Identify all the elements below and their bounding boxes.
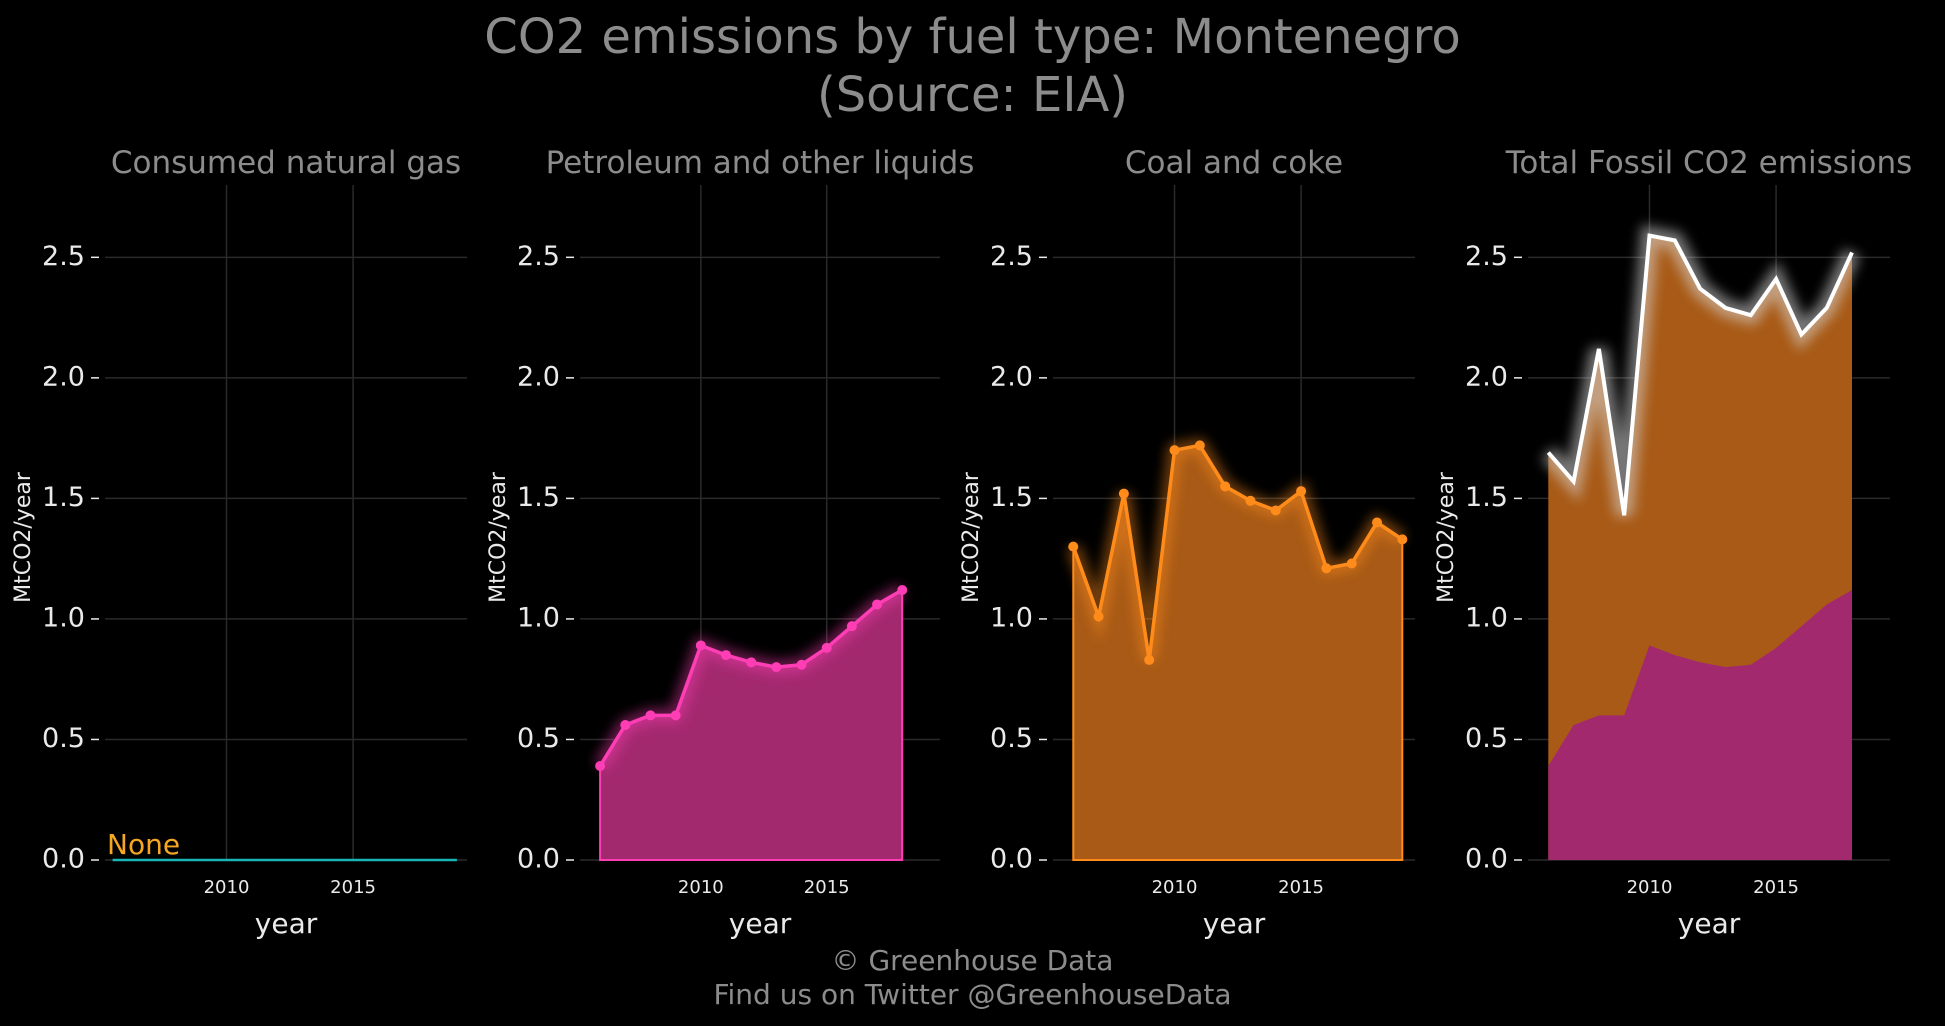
- x-axis-label: year: [729, 907, 792, 940]
- y-tick-label: 0.5: [42, 723, 85, 754]
- data-point-petroleum: [746, 657, 757, 668]
- data-point-coal: [1321, 563, 1332, 574]
- y-tick-label: 1.0: [42, 602, 85, 633]
- y-tick-label: 1.0: [990, 602, 1033, 633]
- y-tick-label: 0.5: [517, 723, 560, 754]
- y-tick-label: 0.0: [517, 844, 560, 875]
- data-point-petroleum: [620, 720, 631, 730]
- data-point-coal: [1169, 445, 1180, 456]
- data-point-petroleum: [595, 760, 606, 771]
- data-point-petroleum: [846, 621, 857, 632]
- area-fill-petroleum-stack: [1548, 590, 1852, 860]
- y-axis-label: MtCO2/year: [959, 471, 984, 603]
- y-tick-label: 0.5: [990, 723, 1033, 754]
- y-tick-label: 0.0: [1465, 844, 1508, 875]
- y-tick-label: 1.0: [1465, 602, 1508, 633]
- x-tick-label: 2010: [1152, 877, 1198, 898]
- y-tick-label: 2.0: [990, 361, 1033, 392]
- y-tick-label: 2.0: [42, 361, 85, 392]
- data-point-coal: [1346, 558, 1357, 569]
- y-axis-label: MtCO2/year: [1434, 471, 1459, 603]
- y-tick-label: 1.5: [1465, 482, 1508, 513]
- data-point-petroleum: [821, 642, 832, 653]
- data-point-coal: [1194, 440, 1205, 451]
- data-point-coal: [1093, 611, 1104, 622]
- title-line-2: (Source: EIA): [816, 67, 1129, 123]
- y-tick-label: 0.0: [42, 844, 85, 875]
- panel-title-natural-gas: Consumed natural gas: [111, 145, 461, 181]
- data-point-coal: [1397, 534, 1408, 545]
- x-axis-label: year: [255, 907, 318, 940]
- x-tick-label: 2015: [804, 877, 850, 898]
- y-tick-label: 2.5: [517, 241, 560, 272]
- data-point-petroleum: [645, 710, 656, 721]
- y-axis-label: MtCO2/year: [11, 471, 36, 603]
- x-tick-label: 2015: [330, 877, 376, 898]
- footer: © Greenhouse Data Find us on Twitter @Gr…: [0, 944, 1945, 1012]
- y-tick-label: 1.5: [42, 482, 85, 513]
- x-tick-label: 2015: [1278, 877, 1324, 898]
- panel-title-petroleum: Petroleum and other liquids: [546, 145, 975, 181]
- data-point-coal: [1245, 495, 1256, 506]
- title-line-1: CO2 emissions by fuel type: Montenegro: [484, 9, 1461, 65]
- data-point-coal: [1144, 654, 1155, 665]
- y-tick-label: 2.5: [1465, 241, 1508, 272]
- panel-title-coal: Coal and coke: [1125, 145, 1343, 181]
- data-point-coal: [1220, 481, 1231, 492]
- y-tick-label: 2.0: [1465, 361, 1508, 392]
- twitter-text: Find us on Twitter @GreenhouseData: [713, 978, 1232, 1011]
- data-point-coal: [1270, 505, 1281, 516]
- y-axis-label: MtCO2/year: [486, 471, 511, 603]
- y-tick-label: 1.5: [517, 482, 560, 513]
- data-point-coal: [1372, 517, 1383, 528]
- data-point-petroleum: [771, 662, 782, 673]
- data-point-petroleum: [670, 710, 681, 721]
- panel-title-total: Total Fossil CO2 emissions: [1505, 145, 1913, 181]
- y-tick-label: 0.5: [1465, 723, 1508, 754]
- data-point-petroleum: [695, 640, 706, 651]
- copyright-text: © Greenhouse Data: [831, 944, 1114, 977]
- y-tick-label: 2.5: [990, 241, 1033, 272]
- data-point-petroleum: [796, 659, 807, 670]
- data-point-coal: [1118, 488, 1129, 499]
- none-annotation: None: [107, 828, 180, 861]
- x-tick-label: 2015: [1753, 877, 1799, 898]
- data-point-coal: [1296, 486, 1307, 497]
- y-tick-label: 2.0: [517, 361, 560, 392]
- y-tick-label: 1.5: [990, 482, 1033, 513]
- x-tick-label: 2010: [204, 877, 250, 898]
- data-point-petroleum: [872, 599, 883, 610]
- series-line-total: [1546, 233, 1854, 516]
- y-tick-label: 1.0: [517, 602, 560, 633]
- data-point-petroleum: [721, 650, 732, 661]
- y-tick-label: 0.0: [990, 844, 1033, 875]
- x-tick-label: 2010: [678, 877, 724, 898]
- data-point-petroleum: [897, 585, 908, 595]
- x-axis-label: year: [1203, 907, 1266, 940]
- x-axis-label: year: [1678, 907, 1741, 940]
- chart-title: CO2 emissions by fuel type: Montenegro (…: [0, 8, 1945, 124]
- data-point-coal: [1068, 541, 1079, 552]
- x-tick-label: 2010: [1627, 877, 1673, 898]
- y-tick-label: 2.5: [42, 241, 85, 272]
